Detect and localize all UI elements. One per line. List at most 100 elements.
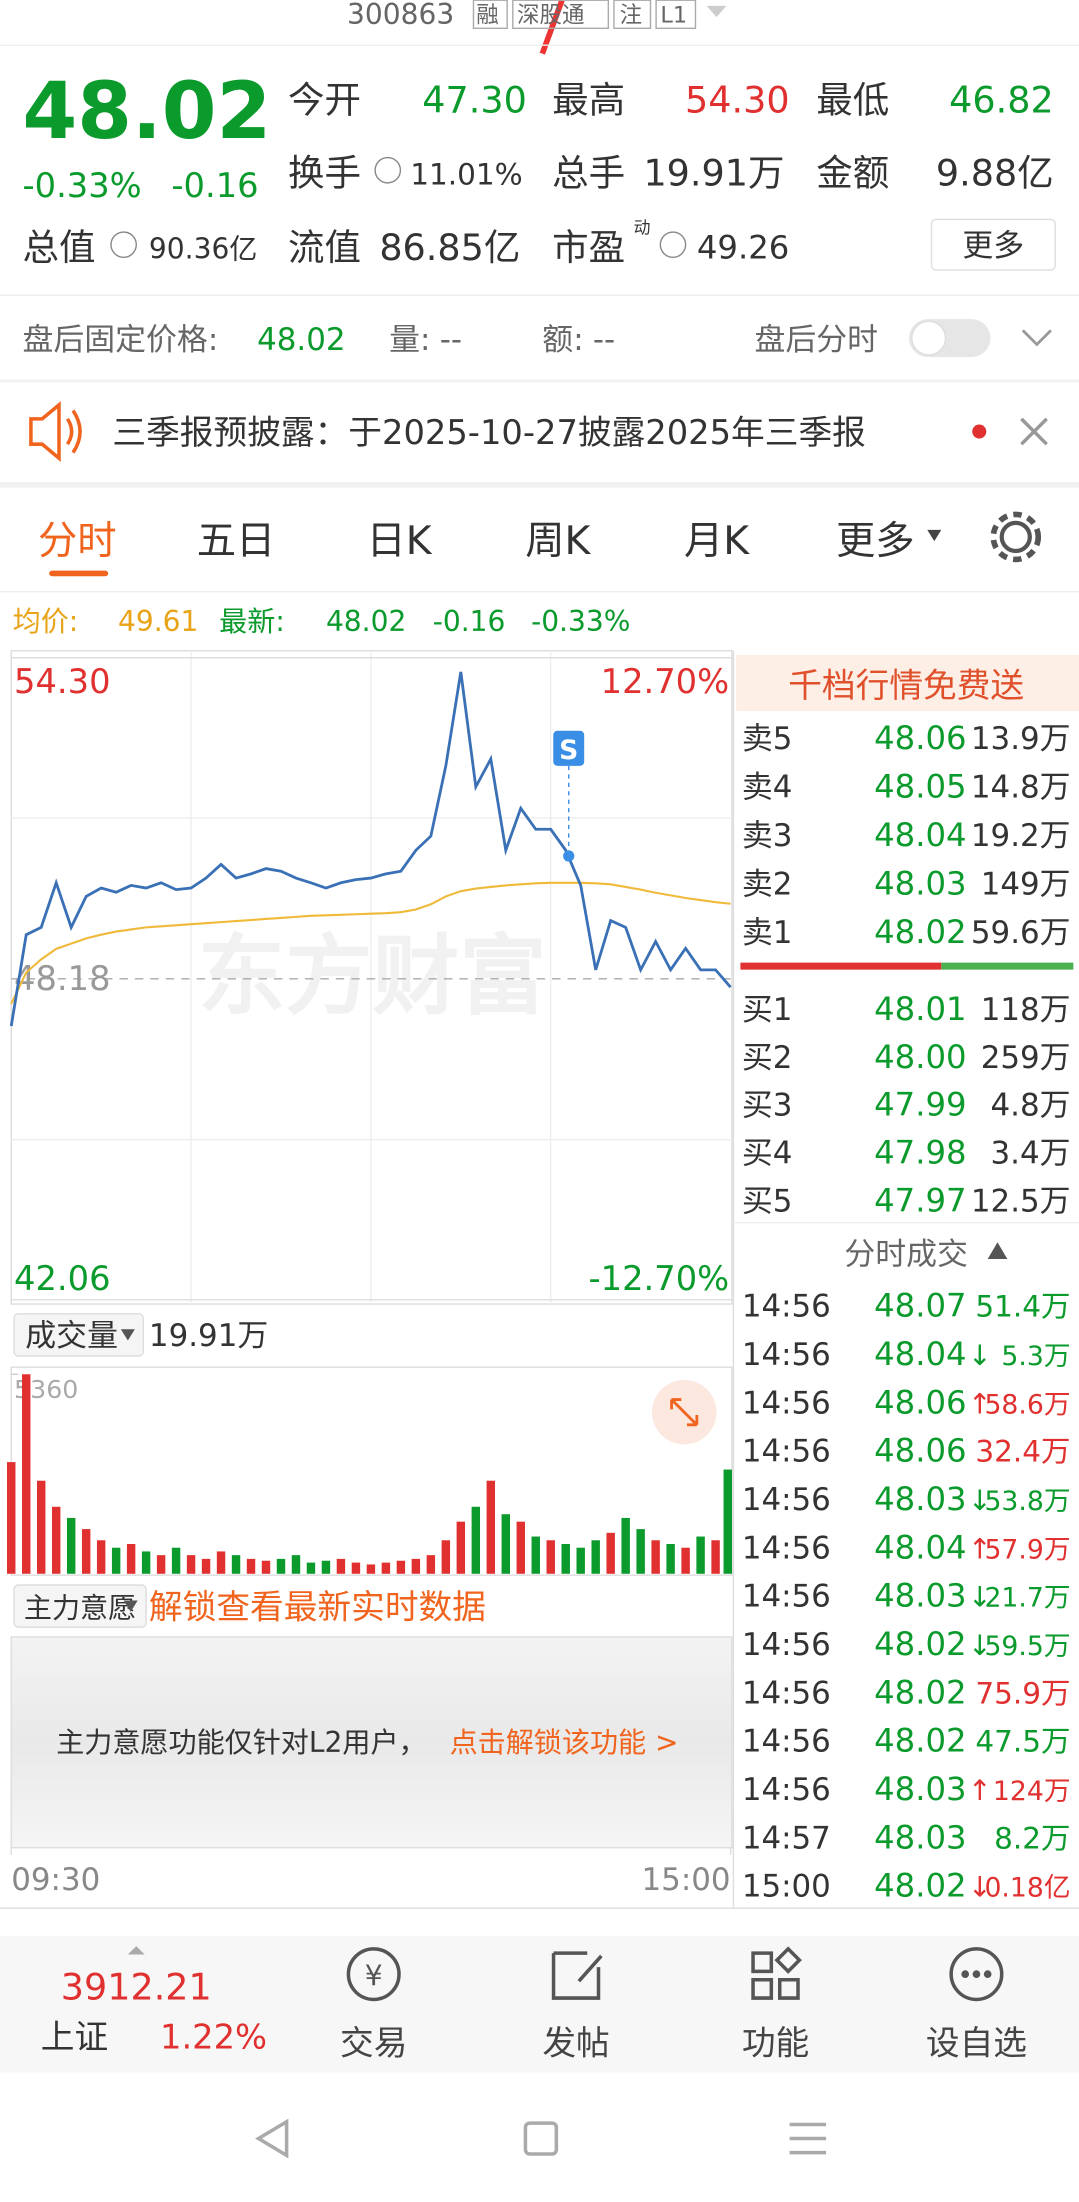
- field-label: 今开: [288, 79, 361, 122]
- expand-icon[interactable]: [670, 1398, 699, 1427]
- volume-dropdown[interactable]: [13, 1313, 145, 1357]
- sort-icon[interactable]: [987, 1242, 1008, 1260]
- volume-bar: [156, 1555, 166, 1574]
- y-tick-label: 42.06: [14, 1259, 111, 1298]
- dropdown-icon[interactable]: [123, 1600, 138, 1612]
- watermark: 东方财富: [198, 925, 546, 1027]
- volume-bar: [111, 1547, 121, 1574]
- promo-text[interactable]: 千档行情免费送: [788, 666, 1024, 705]
- volume-bar: [381, 1562, 391, 1574]
- trade-icon[interactable]: ¥: [346, 1947, 401, 2002]
- nav-label[interactable]: 功能: [742, 2023, 809, 2062]
- field-value: 11.01%: [410, 157, 522, 191]
- volume-bar: [546, 1540, 555, 1574]
- book-volume: 13.9万: [971, 721, 1071, 757]
- volume-bar: [456, 1521, 466, 1574]
- nav-label[interactable]: 设自选: [926, 2023, 1027, 2062]
- book-label: 卖2: [742, 866, 793, 902]
- trade-arrow: ↓: [968, 1581, 992, 1614]
- x-tick-label: 09:30: [11, 1862, 100, 1898]
- book-price: 48.02: [874, 913, 966, 951]
- function-icon[interactable]: [751, 1946, 802, 2000]
- tab-dropdown[interactable]: [927, 529, 942, 542]
- trade-time: 14:56: [742, 1482, 831, 1518]
- intent-dropdown[interactable]: [13, 1584, 147, 1628]
- volume-bar: [36, 1480, 46, 1574]
- dropdown-icon[interactable]: [706, 5, 727, 18]
- intent-link[interactable]: 解锁查看最新实时数据: [149, 1588, 486, 1627]
- trade-time: 15:00: [742, 1869, 831, 1905]
- trade-volume: 51.4万: [975, 1290, 1070, 1324]
- toggle-knob[interactable]: [911, 320, 947, 356]
- after-amt: --: [593, 322, 615, 358]
- back-button[interactable]: [255, 2118, 289, 2159]
- tab[interactable]: 更多: [836, 518, 915, 564]
- notice-text[interactable]: 三季报预披露：于2025-10-27披露2025年三季报: [112, 413, 865, 452]
- tab[interactable]: 日K: [366, 518, 432, 564]
- book-volume: 259万: [981, 1040, 1071, 1076]
- more-label[interactable]: 更多: [962, 228, 1024, 264]
- volume-bar: [201, 1558, 211, 1574]
- field-value: 90.36亿: [149, 233, 257, 266]
- intent-label[interactable]: 主力意愿: [24, 1591, 136, 1624]
- trade-volume: 75.9万: [975, 1676, 1070, 1710]
- stock-code: 300863: [347, 0, 454, 31]
- trade-price: 48.04: [874, 1335, 966, 1373]
- index-pct[interactable]: 1.22%: [160, 2018, 267, 2057]
- annotation-text[interactable]: S: [559, 735, 578, 766]
- volume-bar: [531, 1536, 540, 1574]
- promo-banner[interactable]: [736, 654, 1079, 712]
- volume-bar: [141, 1551, 151, 1574]
- menu-button[interactable]: [789, 2122, 827, 2155]
- dropdown-icon[interactable]: [120, 1329, 135, 1341]
- unlock-link[interactable]: 点击解锁该功能 >: [450, 1726, 679, 1759]
- volume-bar: [51, 1506, 61, 1574]
- field-label: 换手: [288, 152, 361, 195]
- info-icon[interactable]: [659, 231, 687, 259]
- post-icon[interactable]: [551, 1951, 603, 2000]
- info-icon[interactable]: [374, 156, 402, 184]
- book-label: 买2: [742, 1040, 793, 1076]
- info-icon[interactable]: [110, 231, 137, 259]
- trade-arrow: ↓: [968, 1629, 992, 1662]
- settings-icon[interactable]: [990, 511, 1042, 563]
- latest-change: -0.16: [433, 605, 506, 638]
- divider: [0, 379, 1079, 383]
- book-price: 48.01: [874, 990, 966, 1028]
- watchlist-icon[interactable]: [949, 1947, 1004, 2002]
- more-button[interactable]: [930, 218, 1056, 271]
- tab[interactable]: 周K: [525, 518, 591, 564]
- index-name[interactable]: 上证: [41, 2018, 108, 2057]
- trade-arrow: ↓: [968, 1484, 992, 1517]
- volume-bar: [396, 1560, 406, 1574]
- book-label: 卖4: [742, 770, 793, 806]
- nav-label[interactable]: 交易: [340, 2023, 407, 2062]
- after-price: 48.02: [257, 322, 345, 358]
- volume-bar: [66, 1517, 76, 1574]
- tab[interactable]: 分时: [38, 518, 117, 564]
- index-value[interactable]: 3912.21: [61, 1965, 212, 2008]
- volume-label[interactable]: 成交量: [25, 1318, 118, 1354]
- home-button[interactable]: [523, 2121, 559, 2156]
- trade-time: 14:56: [742, 1289, 831, 1325]
- close-icon[interactable]: [1020, 417, 1048, 446]
- nav-label[interactable]: 发帖: [542, 2023, 609, 2062]
- chevron[interactable]: [1021, 329, 1052, 347]
- tab[interactable]: 月K: [684, 518, 750, 564]
- book-label: 买5: [742, 1183, 793, 1219]
- trade-price: 48.03: [874, 1577, 966, 1615]
- tab[interactable]: 五日: [197, 518, 276, 564]
- trade-time: 14:57: [742, 1820, 831, 1856]
- locked-message: 主力意愿功能仅针对L2用户，: [56, 1726, 426, 1759]
- field-label: 最低: [816, 79, 889, 122]
- book-label: 买1: [742, 992, 793, 1028]
- trade-time: 14:56: [742, 1434, 831, 1470]
- trade-volume: 47.5万: [975, 1725, 1070, 1759]
- book-label: 卖5: [742, 721, 793, 757]
- annotation-badge[interactable]: [553, 730, 585, 766]
- trade-volume: 21.7万: [984, 1583, 1070, 1614]
- after-vol-label: 量:: [389, 322, 430, 358]
- trade-price: 48.02: [874, 1673, 966, 1711]
